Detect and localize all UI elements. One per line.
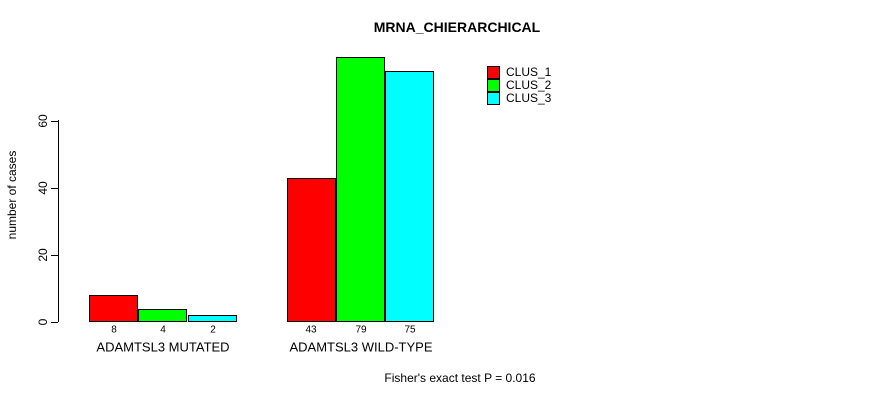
category-label: ADAMTSL3 MUTATED <box>96 339 230 355</box>
bar-value-label: 4 <box>160 324 166 336</box>
legend-swatch <box>487 66 500 79</box>
bar <box>336 57 385 322</box>
y-tick-label: 20 <box>36 248 50 262</box>
y-tick <box>51 255 58 256</box>
bar-value-label: 75 <box>404 324 416 336</box>
legend-swatch <box>487 92 500 105</box>
y-tick-label: 40 <box>36 181 50 195</box>
y-axis-line <box>58 120 59 322</box>
legend-item: CLUS_1 <box>487 66 551 79</box>
bar-value-label: 2 <box>210 324 216 336</box>
legend: CLUS_1 CLUS_2 CLUS_3 <box>487 66 551 105</box>
bar <box>138 309 187 322</box>
y-tick-label: 0 <box>36 318 50 326</box>
legend-label: CLUS_1 <box>506 65 552 79</box>
bar-value-label: 43 <box>305 324 317 336</box>
legend-item: CLUS_2 <box>487 79 551 92</box>
legend-label: CLUS_3 <box>506 91 552 105</box>
legend-item: CLUS_3 <box>487 92 551 105</box>
y-tick <box>51 188 58 189</box>
bar <box>385 71 434 322</box>
pvalue-annotation: Fisher's exact test P = 0.016 <box>384 371 536 385</box>
legend-swatch <box>487 79 500 92</box>
y-axis-title: number of cases <box>5 150 19 240</box>
bar-value-label: 8 <box>111 324 117 336</box>
bar <box>89 295 138 322</box>
category-label: ADAMTSL3 WILD-TYPE <box>289 339 433 355</box>
bar <box>188 315 237 322</box>
y-tick <box>51 322 58 323</box>
y-tick <box>51 121 58 122</box>
chart-title: MRNA_CHIERARCHICAL <box>373 19 541 35</box>
y-tick-label: 60 <box>36 114 50 128</box>
legend-label: CLUS_2 <box>506 78 552 92</box>
bar-value-label: 79 <box>355 324 367 336</box>
bar <box>287 178 336 322</box>
